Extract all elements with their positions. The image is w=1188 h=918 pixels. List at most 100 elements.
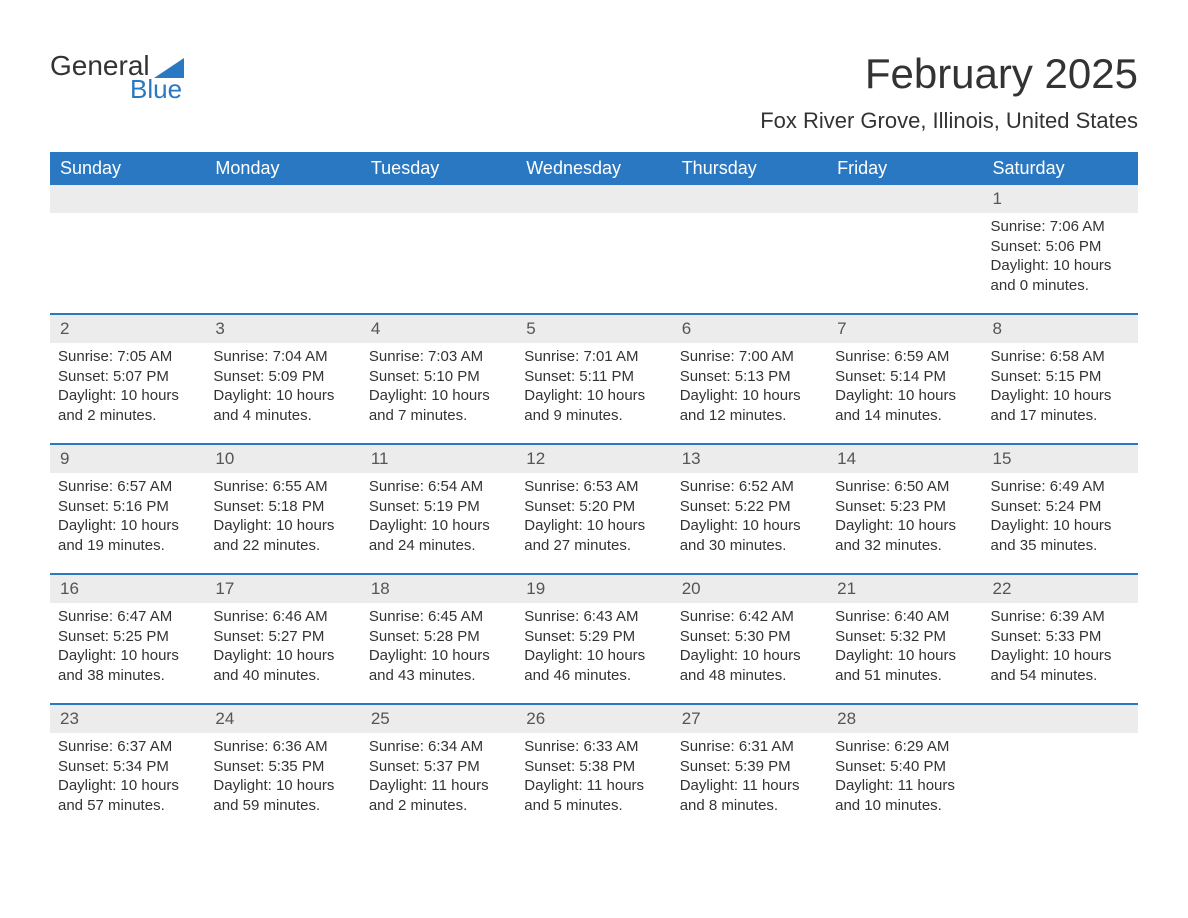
sunset-line: Sunset: 5:33 PM bbox=[991, 627, 1130, 647]
day-details: Sunrise: 7:04 AMSunset: 5:09 PMDaylight:… bbox=[213, 343, 352, 425]
sunrise-line: Sunrise: 7:06 AM bbox=[991, 217, 1130, 237]
day-details: Sunrise: 7:05 AMSunset: 5:07 PMDaylight:… bbox=[58, 343, 197, 425]
sunset-line: Sunset: 5:19 PM bbox=[369, 497, 508, 517]
dl1-line: Daylight: 10 hours bbox=[524, 646, 663, 666]
dl1-line: Daylight: 10 hours bbox=[58, 386, 197, 406]
col-wednesday: Wednesday bbox=[516, 152, 671, 185]
title-block: February 2025 Fox River Grove, Illinois,… bbox=[760, 50, 1138, 134]
dl1-line: Daylight: 10 hours bbox=[835, 386, 974, 406]
dl1-line: Daylight: 10 hours bbox=[991, 516, 1130, 536]
sunrise-line: Sunrise: 7:01 AM bbox=[524, 347, 663, 367]
sunset-line: Sunset: 5:22 PM bbox=[680, 497, 819, 517]
day-details: Sunrise: 6:58 AMSunset: 5:15 PMDaylight:… bbox=[991, 343, 1130, 425]
calendar-cell: 18Sunrise: 6:45 AMSunset: 5:28 PMDayligh… bbox=[361, 574, 516, 704]
day-details: Sunrise: 6:47 AMSunset: 5:25 PMDaylight:… bbox=[58, 603, 197, 685]
day-number: 15 bbox=[983, 445, 1138, 473]
day-number bbox=[983, 705, 1138, 733]
sunrise-line: Sunrise: 6:29 AM bbox=[835, 737, 974, 757]
day-number: 28 bbox=[827, 705, 982, 733]
dl1-line: Daylight: 10 hours bbox=[58, 776, 197, 796]
day-details: Sunrise: 6:33 AMSunset: 5:38 PMDaylight:… bbox=[524, 733, 663, 815]
sunrise-line: Sunrise: 6:55 AM bbox=[213, 477, 352, 497]
dl2-line: and 59 minutes. bbox=[213, 796, 352, 816]
sunrise-line: Sunrise: 6:59 AM bbox=[835, 347, 974, 367]
day-number bbox=[672, 185, 827, 213]
sunrise-line: Sunrise: 6:31 AM bbox=[680, 737, 819, 757]
calendar-cell: 28Sunrise: 6:29 AMSunset: 5:40 PMDayligh… bbox=[827, 704, 982, 833]
dl2-line: and 10 minutes. bbox=[835, 796, 974, 816]
sunset-line: Sunset: 5:38 PM bbox=[524, 757, 663, 777]
day-details: Sunrise: 6:54 AMSunset: 5:19 PMDaylight:… bbox=[369, 473, 508, 555]
dl2-line: and 2 minutes. bbox=[58, 406, 197, 426]
page-title: February 2025 bbox=[760, 50, 1138, 98]
dl2-line: and 40 minutes. bbox=[213, 666, 352, 686]
dl2-line: and 51 minutes. bbox=[835, 666, 974, 686]
dl2-line: and 43 minutes. bbox=[369, 666, 508, 686]
sunrise-line: Sunrise: 6:33 AM bbox=[524, 737, 663, 757]
day-number bbox=[361, 185, 516, 213]
calendar-cell: 19Sunrise: 6:43 AMSunset: 5:29 PMDayligh… bbox=[516, 574, 671, 704]
sunrise-line: Sunrise: 7:00 AM bbox=[680, 347, 819, 367]
col-tuesday: Tuesday bbox=[361, 152, 516, 185]
day-number bbox=[205, 185, 360, 213]
sunset-line: Sunset: 5:24 PM bbox=[991, 497, 1130, 517]
dl2-line: and 57 minutes. bbox=[58, 796, 197, 816]
sunset-line: Sunset: 5:28 PM bbox=[369, 627, 508, 647]
dl2-line: and 14 minutes. bbox=[835, 406, 974, 426]
day-number: 2 bbox=[50, 315, 205, 343]
dl1-line: Daylight: 10 hours bbox=[835, 646, 974, 666]
calendar-cell: 25Sunrise: 6:34 AMSunset: 5:37 PMDayligh… bbox=[361, 704, 516, 833]
day-details: Sunrise: 6:39 AMSunset: 5:33 PMDaylight:… bbox=[991, 603, 1130, 685]
sunset-line: Sunset: 5:29 PM bbox=[524, 627, 663, 647]
sunset-line: Sunset: 5:37 PM bbox=[369, 757, 508, 777]
sunset-line: Sunset: 5:20 PM bbox=[524, 497, 663, 517]
day-number: 25 bbox=[361, 705, 516, 733]
dl1-line: Daylight: 10 hours bbox=[991, 386, 1130, 406]
sunset-line: Sunset: 5:07 PM bbox=[58, 367, 197, 387]
sunrise-line: Sunrise: 6:57 AM bbox=[58, 477, 197, 497]
sunset-line: Sunset: 5:14 PM bbox=[835, 367, 974, 387]
dl1-line: Daylight: 10 hours bbox=[524, 516, 663, 536]
day-details: Sunrise: 7:03 AMSunset: 5:10 PMDaylight:… bbox=[369, 343, 508, 425]
calendar-week: 9Sunrise: 6:57 AMSunset: 5:16 PMDaylight… bbox=[50, 444, 1138, 574]
day-details: Sunrise: 6:40 AMSunset: 5:32 PMDaylight:… bbox=[835, 603, 974, 685]
calendar-cell: 21Sunrise: 6:40 AMSunset: 5:32 PMDayligh… bbox=[827, 574, 982, 704]
sunrise-line: Sunrise: 6:46 AM bbox=[213, 607, 352, 627]
dl2-line: and 17 minutes. bbox=[991, 406, 1130, 426]
sunrise-line: Sunrise: 6:42 AM bbox=[680, 607, 819, 627]
sunset-line: Sunset: 5:35 PM bbox=[213, 757, 352, 777]
dl1-line: Daylight: 10 hours bbox=[58, 646, 197, 666]
day-details: Sunrise: 6:55 AMSunset: 5:18 PMDaylight:… bbox=[213, 473, 352, 555]
sunset-line: Sunset: 5:10 PM bbox=[369, 367, 508, 387]
day-details: Sunrise: 6:53 AMSunset: 5:20 PMDaylight:… bbox=[524, 473, 663, 555]
day-number: 17 bbox=[205, 575, 360, 603]
calendar-cell bbox=[205, 185, 360, 314]
sunset-line: Sunset: 5:32 PM bbox=[835, 627, 974, 647]
calendar-cell: 23Sunrise: 6:37 AMSunset: 5:34 PMDayligh… bbox=[50, 704, 205, 833]
dl2-line: and 48 minutes. bbox=[680, 666, 819, 686]
day-details: Sunrise: 6:37 AMSunset: 5:34 PMDaylight:… bbox=[58, 733, 197, 815]
sunrise-line: Sunrise: 6:40 AM bbox=[835, 607, 974, 627]
day-number: 22 bbox=[983, 575, 1138, 603]
calendar-cell: 22Sunrise: 6:39 AMSunset: 5:33 PMDayligh… bbox=[983, 574, 1138, 704]
day-details: Sunrise: 6:57 AMSunset: 5:16 PMDaylight:… bbox=[58, 473, 197, 555]
day-number: 13 bbox=[672, 445, 827, 473]
sunset-line: Sunset: 5:23 PM bbox=[835, 497, 974, 517]
day-details: Sunrise: 6:59 AMSunset: 5:14 PMDaylight:… bbox=[835, 343, 974, 425]
col-friday: Friday bbox=[827, 152, 982, 185]
dl1-line: Daylight: 10 hours bbox=[680, 386, 819, 406]
dl2-line: and 38 minutes. bbox=[58, 666, 197, 686]
calendar-cell: 24Sunrise: 6:36 AMSunset: 5:35 PMDayligh… bbox=[205, 704, 360, 833]
day-details: Sunrise: 6:46 AMSunset: 5:27 PMDaylight:… bbox=[213, 603, 352, 685]
header: General Blue February 2025 Fox River Gro… bbox=[50, 50, 1138, 134]
calendar-cell: 20Sunrise: 6:42 AMSunset: 5:30 PMDayligh… bbox=[672, 574, 827, 704]
dl1-line: Daylight: 10 hours bbox=[991, 646, 1130, 666]
sunrise-line: Sunrise: 6:34 AM bbox=[369, 737, 508, 757]
day-details: Sunrise: 6:31 AMSunset: 5:39 PMDaylight:… bbox=[680, 733, 819, 815]
dl1-line: Daylight: 10 hours bbox=[835, 516, 974, 536]
day-number bbox=[827, 185, 982, 213]
day-details: Sunrise: 6:43 AMSunset: 5:29 PMDaylight:… bbox=[524, 603, 663, 685]
calendar-table: Sunday Monday Tuesday Wednesday Thursday… bbox=[50, 152, 1138, 833]
dl1-line: Daylight: 10 hours bbox=[213, 516, 352, 536]
day-number: 8 bbox=[983, 315, 1138, 343]
